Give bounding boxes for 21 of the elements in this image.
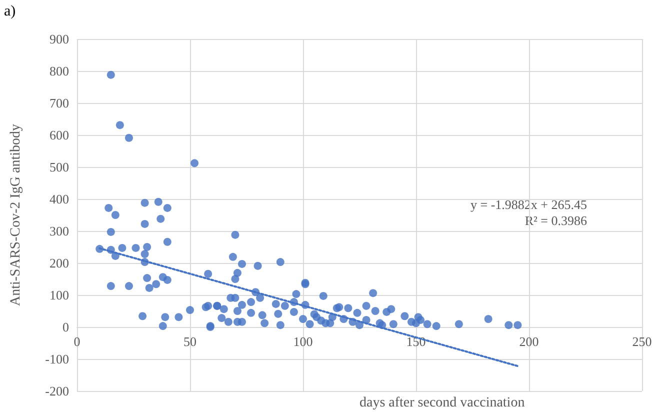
x-tick-label: 100 (293, 334, 313, 349)
y-tick-label: 700 (50, 96, 69, 110)
x-tick-label: 250 (632, 334, 652, 349)
y-tick-label: -200 (45, 384, 69, 398)
y-tick-label: 0 (62, 320, 69, 334)
x-tick-label: 200 (519, 334, 539, 349)
x-axis-title: days after second vaccination (359, 396, 525, 410)
x-tick-label: 0 (74, 334, 80, 349)
y-tick-label: 400 (50, 192, 69, 206)
y-tick-label: -100 (45, 352, 69, 366)
y-tick-label: 800 (50, 64, 69, 78)
x-tick-label: 50 (184, 334, 196, 349)
y-tick-label: 600 (50, 128, 69, 142)
y-tick-label: 200 (50, 256, 69, 270)
y-tick-label: 100 (50, 288, 69, 302)
chart-title: a) (4, 4, 16, 20)
y-tick-label: 900 (50, 32, 69, 46)
y-axis-title: Anti-SARS-Cov-2 IgG antibody (8, 124, 24, 306)
y-tick-label: 500 (50, 160, 69, 174)
y-tick-label: 300 (50, 224, 69, 238)
annotation: y = -1.9882x + 265.45 (470, 197, 587, 212)
